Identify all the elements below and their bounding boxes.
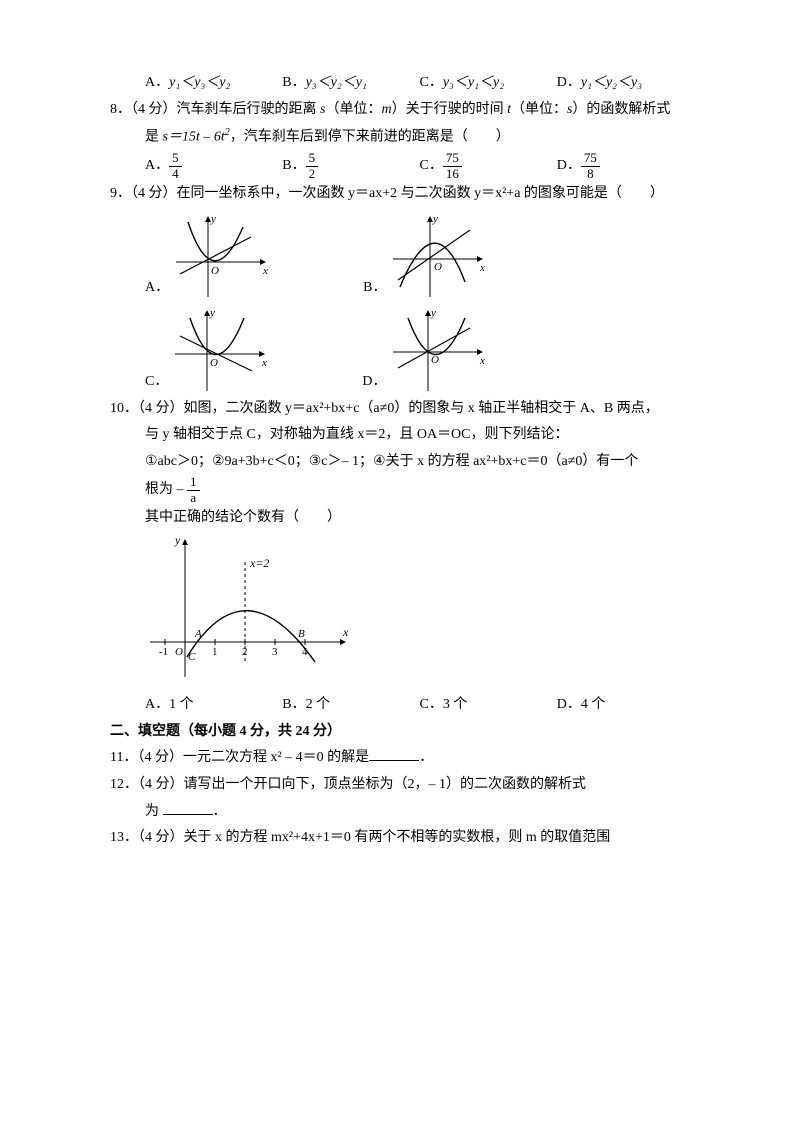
svg-text:y: y	[210, 213, 216, 225]
svg-text:1: 1	[212, 646, 218, 658]
svg-text:y: y	[209, 307, 215, 319]
q9-graph-c: C． y x O	[145, 306, 272, 396]
svg-text:3: 3	[272, 646, 278, 658]
q7-options: A．y₁＜y₃＜y₂ B．y₃＜y₂＜y₁ C．y₃＜y₁＜y₂ D．y₁＜y₂…	[145, 70, 694, 97]
q9-svg-a: y x O	[173, 212, 273, 302]
svg-text:B: B	[298, 628, 305, 640]
q7-opt-c: C．y₃＜y₁＜y₂	[420, 70, 557, 97]
q12-blank	[163, 800, 213, 815]
svg-text:O: O	[434, 261, 442, 273]
q9-svg-c: y x O	[172, 306, 272, 396]
q10-l4: 根为 – 1a	[145, 475, 694, 505]
q7-opt-a: A．y₁＜y₃＜y₂	[145, 70, 282, 97]
q10-opt-b: B．2 个	[282, 692, 419, 719]
svg-text:x: x	[479, 355, 485, 367]
svg-text:x: x	[342, 625, 349, 639]
q8-opt-c: C．7516	[420, 151, 557, 181]
q8-options: A．54 B．52 C．7516 D．758	[145, 151, 694, 181]
svg-text:x: x	[261, 357, 267, 369]
q9-row2: C． y x O D． y x O	[145, 306, 694, 396]
svg-text:O: O	[175, 646, 183, 658]
q9-svg-d: y x O	[390, 306, 490, 396]
q9-graph-a: A． y x O	[145, 212, 273, 302]
q10-l3: ①abc＞0；②9a+3b+c＜0；③c＞– 1；④关于 x 的方程 ax²+b…	[145, 449, 694, 476]
svg-text:y: y	[174, 533, 181, 547]
q8-opt-a: A．54	[145, 151, 282, 181]
svg-text:-1: -1	[159, 646, 168, 658]
q9-label-d: D．	[362, 369, 386, 396]
q9-stem: 9．（4 分）在同一坐标系中，一次函数 y＝ax+2 与二次函数 y＝x²+a …	[110, 181, 694, 208]
svg-text:A: A	[194, 628, 202, 640]
q8-line2: 是 s＝15t – 6t2，汽车刹车后到停下来前进的距离是（ ）	[145, 123, 694, 151]
q10-opt-a: A．1 个	[145, 692, 282, 719]
q8-stem: 8．（4 分）汽车刹车后行驶的距离 s（单位：m）关于行驶的时间 t（单位：s）…	[110, 97, 694, 124]
q10-l5: 其中正确的结论个数有（ ）	[145, 505, 694, 532]
q8-opt-d: D．758	[557, 151, 694, 181]
svg-text:O: O	[211, 265, 219, 277]
q13: 13．（4 分）关于 x 的方程 mx²+4x+1＝0 有两个不相等的实数根，则…	[110, 825, 694, 852]
q11: 11．（4 分）一元二次方程 x² – 4＝0 的解是．	[110, 745, 694, 772]
q10-options: A．1 个 B．2 个 C．3 个 D．4 个	[145, 692, 694, 719]
q7-opt-b: B．y₃＜y₂＜y₁	[282, 70, 419, 97]
q9-graph-d: D． y x O	[362, 306, 490, 396]
q9-row1: A． y x O B． y x O	[145, 212, 694, 302]
q8-opt-b: B．52	[282, 151, 419, 181]
q7-opt-d: D．y₁＜y₂＜y₃	[557, 70, 694, 97]
svg-text:y: y	[432, 213, 438, 225]
q9-label-c: C．	[145, 369, 168, 396]
q10-l2: 与 y 轴相交于点 C，对称轴为直线 x＝2，且 OA＝OC，则下列结论：	[145, 422, 694, 449]
svg-text:x=2: x=2	[249, 556, 269, 570]
q10-svg: y x O -1 1 2 3 4 x=2 A B C	[145, 532, 355, 682]
q12-l1: 12．（4 分）请写出一个开口向下，顶点坐标为（2，– 1）的二次函数的解析式	[110, 772, 694, 799]
svg-text:x: x	[262, 265, 268, 277]
q10-opt-d: D．4 个	[557, 692, 694, 719]
q9-label-b: B．	[363, 275, 386, 302]
q12-l2: 为 ．	[145, 799, 694, 826]
q10-opt-c: C．3 个	[420, 692, 557, 719]
q10-chart: y x O -1 1 2 3 4 x=2 A B C	[145, 532, 694, 693]
section2-heading: 二、填空题（每小题 4 分，共 24 分）	[110, 719, 694, 746]
svg-text:y: y	[430, 307, 436, 319]
q9-graph-b: B． y x O	[363, 212, 490, 302]
svg-text:C: C	[188, 651, 196, 663]
svg-text:O: O	[431, 354, 439, 366]
q9-label-a: A．	[145, 275, 169, 302]
q10-stem: 10．（4 分）如图，二次函数 y＝ax²+bx+c（a≠0）的图象与 x 轴正…	[110, 396, 694, 423]
svg-text:O: O	[210, 357, 218, 369]
svg-text:x: x	[479, 262, 485, 274]
q9-svg-b: y x O	[390, 212, 490, 302]
q11-blank	[369, 746, 419, 761]
